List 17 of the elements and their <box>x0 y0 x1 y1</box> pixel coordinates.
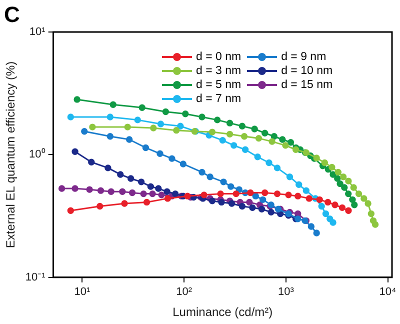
x-tick-label: 10³ <box>278 286 294 298</box>
x-tick-label: 10⁴ <box>379 286 397 298</box>
x-tick-label: 10¹ <box>74 286 91 298</box>
y-tick-label: 10¹ <box>29 26 46 38</box>
legend-label: d = 9 nm <box>281 51 326 63</box>
legend-label: d = 10 nm <box>281 65 333 77</box>
y-tick-label: 10⁻¹ <box>25 271 46 284</box>
y-tick-label: 10⁰ <box>29 148 46 161</box>
text: C <box>4 2 20 28</box>
x-tick-label: 10² <box>176 286 192 298</box>
legend-label: d = 7 nm <box>196 93 242 105</box>
legend-label: d = 0 nm <box>196 51 242 63</box>
x-axis-title: Luminance (cd/m²) <box>172 305 273 320</box>
legend-label: d = 15 nm <box>281 79 333 91</box>
legend-label: d = 3 nm <box>196 65 242 77</box>
y-axis-title: External EL quantum efficiency (%) <box>4 61 18 248</box>
legend-label: d = 5 nm <box>196 79 242 91</box>
